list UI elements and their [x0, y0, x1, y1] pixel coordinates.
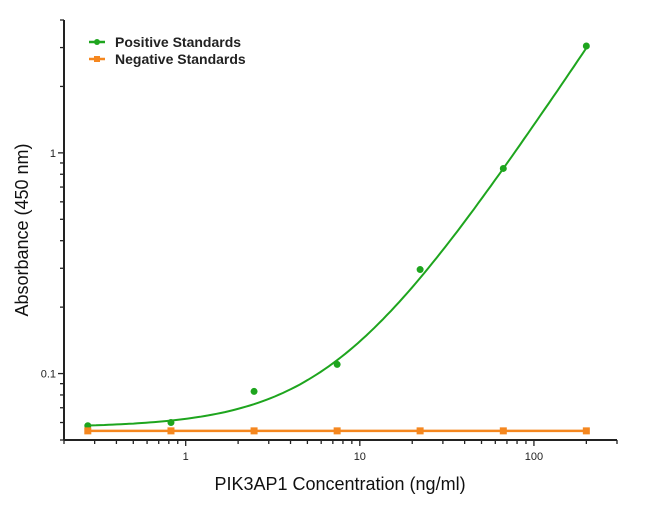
- negative-standards-point: [416, 427, 424, 435]
- x-tick-label: 10: [354, 451, 366, 463]
- y-tick-label: 1: [50, 148, 56, 160]
- negative-standards-point: [250, 427, 258, 435]
- negative-standards-point: [499, 427, 507, 435]
- positive-standards-point: [416, 266, 424, 274]
- x-tick-label: 1: [183, 451, 189, 463]
- x-axis-title: PIK3AP1 Concentration (ng/ml): [214, 474, 465, 494]
- negative-standards-point: [84, 427, 92, 435]
- positive-standards-point: [582, 42, 590, 50]
- legend-marker-negative-standards: [94, 56, 100, 62]
- plot-marks: [84, 42, 590, 435]
- positive-standards-point: [167, 419, 175, 427]
- negative-standards-point: [167, 427, 175, 435]
- axes: 1 10 100 0.1 1: [41, 19, 618, 463]
- legend-label-positive-standards: Positive Standards: [115, 34, 241, 50]
- positive-standards-point: [250, 387, 258, 395]
- legend-marker-positive-standards: [94, 39, 100, 45]
- positive-standards-point: [333, 360, 341, 368]
- positive-standards-point: [499, 164, 507, 172]
- x-tick-label: 100: [525, 451, 543, 463]
- y-axis-title: Absorbance (450 nm): [12, 143, 32, 316]
- y-tick-label: 0.1: [41, 369, 56, 381]
- positive-standards-fit-curve: [87, 47, 588, 427]
- negative-standards-point: [333, 427, 341, 435]
- legend-label-negative-standards: Negative Standards: [115, 51, 246, 67]
- negative-standards-point: [582, 427, 590, 435]
